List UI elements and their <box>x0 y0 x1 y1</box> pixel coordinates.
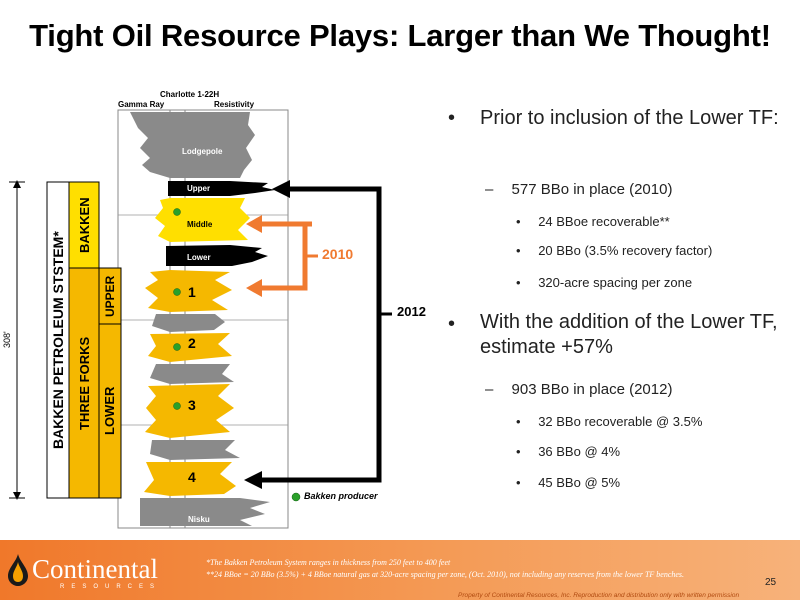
footer-bar: Continental RESOURCES *The Bakken Petrol… <box>0 540 800 600</box>
system-label: BAKKEN PETROLEUM STSTEM* <box>50 231 66 449</box>
footnote-1: *The Bakken Petroleum System ranges in t… <box>206 558 451 567</box>
gamma-ray-label: Gamma Ray <box>118 100 165 109</box>
bakken-label: BAKKEN <box>77 197 92 253</box>
middle-bakken-label: Middle <box>187 220 213 229</box>
three-forks-label: THREE FORKS <box>77 336 92 430</box>
lower-bakken-shale <box>166 245 268 266</box>
lower-bakken-label: Lower <box>187 253 211 262</box>
bullet-text: 36 BBo @ 4% <box>538 444 621 459</box>
zone-3-fill <box>145 384 234 438</box>
zone-4-label: 4 <box>188 469 196 485</box>
dash-icon: – <box>485 381 494 398</box>
bullet-level3: • 45 BBo @ 5% <box>516 474 620 492</box>
bullet-text: 45 BBo @ 5% <box>538 475 621 490</box>
three-forks-bracket <box>68 267 100 499</box>
bullet-level1: • Prior to inclusion of the Lower TF: <box>448 104 788 132</box>
bullet-dot-icon: • <box>516 275 521 290</box>
copyright: Property of Continental Resources, Inc. … <box>458 592 740 599</box>
bullet-text: 577 BBo in place (2010) <box>511 181 673 198</box>
bullet-text: 320-acre spacing per zone <box>538 275 693 290</box>
company-logo: Continental RESOURCES <box>6 552 186 596</box>
bullet-dot-icon: • <box>448 107 456 129</box>
year-2010-label: 2010 <box>322 246 354 262</box>
bullet-level3: • 20 BBo (3.5% recovery factor) <box>516 242 712 260</box>
arrow-2012-head <box>272 180 290 198</box>
producer-dot <box>173 402 181 410</box>
bullet-dot-icon: • <box>448 313 456 335</box>
bullet-level3: • 320-acre spacing per zone <box>516 274 692 292</box>
bakken-bracket <box>68 181 100 269</box>
bullet-level3: • 24 BBoe recoverable** <box>516 213 670 231</box>
upper-three-forks-fill <box>145 270 232 312</box>
zone-1-label: 1 <box>188 284 196 300</box>
producer-dot <box>173 288 181 296</box>
bullet-text: 20 BBo (3.5% recovery factor) <box>538 243 713 258</box>
bullet-level2: – 903 BBo in place (2012) <box>485 380 672 400</box>
footnote-2: **24 BBoe = 20 BBo (3.5%) + 4 BBoe natur… <box>206 570 685 579</box>
bullet-text: With the addition of the Lower TF, estim… <box>480 311 778 358</box>
bullet-dot-icon: • <box>516 414 521 429</box>
bullet-text: 32 BBo recoverable @ 3.5% <box>538 414 703 429</box>
upper-bakken-shale <box>168 181 275 196</box>
dash-icon: – <box>485 181 494 198</box>
bullet-dot-icon: • <box>516 243 521 258</box>
bullet-dot-icon: • <box>516 475 521 490</box>
oil-drop-icon <box>8 554 28 586</box>
arrow-2010-head <box>246 279 262 297</box>
producer-dot <box>173 343 181 351</box>
nisku-label: Nisku <box>188 515 210 524</box>
zone-3-label: 3 <box>188 397 196 413</box>
logo-text: Continental <box>32 554 158 584</box>
lodgepole-label: Lodgepole <box>182 147 223 156</box>
lodgepole-log <box>130 112 255 178</box>
lower-tf-bracket <box>98 323 122 499</box>
bullet-dot-icon: • <box>516 214 521 229</box>
zone-4-fill <box>144 462 236 496</box>
logo-subtext: RESOURCES <box>60 584 162 590</box>
bullet-level1: • With the addition of the Lower TF, est… <box>448 310 788 360</box>
bullet-level3: • 32 BBo recoverable @ 3.5% <box>516 413 702 431</box>
upper-tf-label: UPPER <box>103 275 117 317</box>
slide-title: Tight Oil Resource Plays: Larger than We… <box>29 18 771 53</box>
zone-2-fill <box>148 333 232 362</box>
resistivity-label: Resistivity <box>214 100 255 109</box>
lower-tf-label: LOWER <box>102 386 117 436</box>
bullet-dot-icon: • <box>516 444 521 459</box>
thickness-label: 308' <box>2 331 12 349</box>
arrow-2010-head <box>246 215 262 233</box>
bullet-level2: – 577 BBo in place (2010) <box>485 180 672 200</box>
upper-bakken-label: Upper <box>187 184 211 193</box>
producer-legend-label: Bakken producer <box>304 491 378 501</box>
page-number: 25 <box>765 577 777 588</box>
bullet-level3: • 36 BBo @ 4% <box>516 443 620 461</box>
nisku-log <box>140 498 270 526</box>
bullet-text: 24 BBoe recoverable** <box>538 214 670 229</box>
year-2012-label: 2012 <box>397 304 426 319</box>
well-name: Charlotte 1-22H <box>160 90 220 99</box>
zone-2-label: 2 <box>188 335 196 351</box>
arrow-2012-head <box>244 471 262 489</box>
producer-legend-dot <box>291 492 301 502</box>
producer-dot <box>173 208 181 216</box>
bullet-text: Prior to inclusion of the Lower TF: <box>480 107 779 129</box>
log-graphic <box>9 109 392 529</box>
arrow-2012-bracket <box>260 186 382 483</box>
bullet-text: 903 BBo in place (2012) <box>511 381 673 398</box>
